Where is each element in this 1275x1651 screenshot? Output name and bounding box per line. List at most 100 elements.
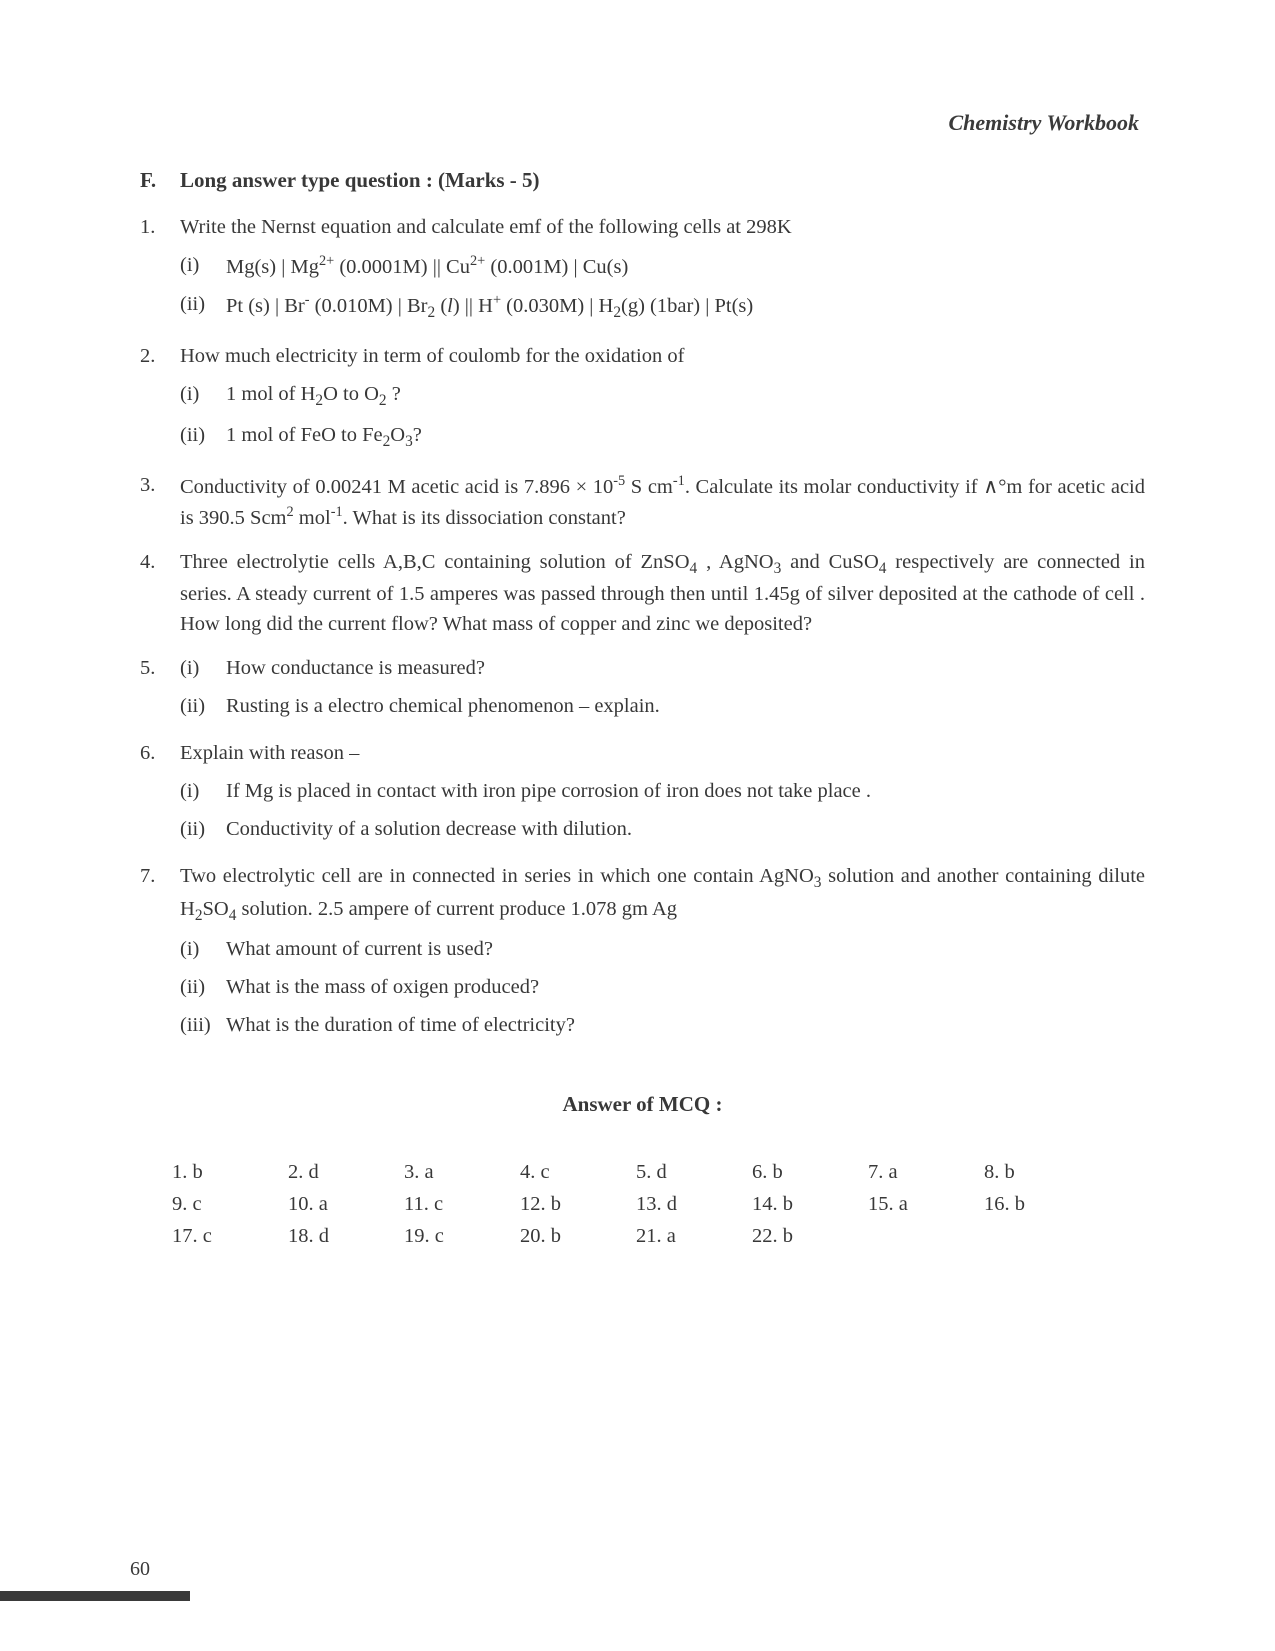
question-body: Explain with reason – (i)If Mg is placed … <box>180 739 1145 848</box>
sub-list: (i)How conductance is measured?(ii)Rusti… <box>180 654 1145 721</box>
question-text: Two electrolytic cell are in connected i… <box>180 862 1145 927</box>
answer-cell: 13. d <box>636 1189 752 1221</box>
sub-item: (ii)Rusting is a electro chemical phenom… <box>180 692 1145 722</box>
sub-number: (i) <box>180 654 226 684</box>
answer-cell: 1. b <box>172 1157 288 1189</box>
question-body: How much electricity in term of coulomb … <box>180 342 1145 456</box>
sub-number: (iii) <box>180 1011 226 1041</box>
question-text: Write the Nernst equation and calculate … <box>180 213 1145 243</box>
sub-number: (i) <box>180 935 226 965</box>
question-number: 7. <box>140 862 180 1044</box>
sub-number: (ii) <box>180 973 226 1003</box>
sub-item: (i)Mg(s) | Mg2+ (0.0001M) || Cu2+ (0.001… <box>180 251 1145 283</box>
answers-heading: Answer of MCQ : <box>140 1092 1145 1117</box>
answer-cell: 10. a <box>288 1189 404 1221</box>
sub-number: (ii) <box>180 692 226 722</box>
sub-item: (i)1 mol of H2O to O2 ? <box>180 380 1145 412</box>
answer-cell: 3. a <box>404 1157 520 1189</box>
answer-cell: 14. b <box>752 1189 868 1221</box>
question-body: Two electrolytic cell are in connected i… <box>180 862 1145 1044</box>
question-number: 3. <box>140 471 180 534</box>
question: 7.Two electrolytic cell are in connected… <box>140 862 1145 1044</box>
question-body: Three electrolytie cells A,B,C containin… <box>180 548 1145 640</box>
question: 5.(i)How conductance is measured?(ii)Rus… <box>140 654 1145 725</box>
sub-item: (i)What amount of current is used? <box>180 935 1145 965</box>
answer-cell: 5. d <box>636 1157 752 1189</box>
answer-row: 1. b2. d3. a4. c5. d6. b7. a8. b <box>172 1157 1145 1189</box>
sub-item: (i)How conductance is measured? <box>180 654 1145 684</box>
sub-text: Rusting is a electro chemical phenomenon… <box>226 692 1145 722</box>
answer-row: 17. c18. d19. c20. b21. a22. b <box>172 1221 1145 1253</box>
sub-text: What is the mass of oxigen produced? <box>226 973 1145 1003</box>
sub-text: Mg(s) | Mg2+ (0.0001M) || Cu2+ (0.001M) … <box>226 251 1145 283</box>
question-number: 1. <box>140 213 180 328</box>
answer-cell: 15. a <box>868 1189 984 1221</box>
question-text: Conductivity of 0.00241 M acetic acid is… <box>180 471 1145 534</box>
sub-number: (i) <box>180 251 226 283</box>
question-number: 5. <box>140 654 180 725</box>
question-list: 1.Write the Nernst equation and calculat… <box>140 213 1145 1044</box>
sub-number: (ii) <box>180 815 226 845</box>
sub-text: How conductance is measured? <box>226 654 1145 684</box>
answer-cell: 7. a <box>868 1157 984 1189</box>
question-text: Three electrolytie cells A,B,C containin… <box>180 548 1145 640</box>
answer-cell: 20. b <box>520 1221 636 1253</box>
question: 2.How much electricity in term of coulom… <box>140 342 1145 456</box>
question: 4.Three electrolytie cells A,B,C contain… <box>140 548 1145 640</box>
sub-text: 1 mol of FeO to Fe2O3? <box>226 421 1145 453</box>
page: Chemistry Workbook F. Long answer type q… <box>0 0 1275 1293</box>
sub-list: (i)Mg(s) | Mg2+ (0.0001M) || Cu2+ (0.001… <box>180 251 1145 325</box>
answer-row: 9. c10. a11. c12. b13. d14. b15. a16. b <box>172 1189 1145 1221</box>
sub-number: (i) <box>180 380 226 412</box>
answers-grid: 1. b2. d3. a4. c5. d6. b7. a8. b9. c10. … <box>140 1157 1145 1252</box>
answer-cell: 22. b <box>752 1221 868 1253</box>
answer-cell: 16. b <box>984 1189 1100 1221</box>
sub-number: (ii) <box>180 421 226 453</box>
sub-list: (i)If Mg is placed in contact with iron … <box>180 777 1145 844</box>
sub-list: (i)1 mol of H2O to O2 ?(ii)1 mol of FeO … <box>180 380 1145 453</box>
sub-item: (ii)1 mol of FeO to Fe2O3? <box>180 421 1145 453</box>
question-body: Write the Nernst equation and calculate … <box>180 213 1145 328</box>
sub-number: (i) <box>180 777 226 807</box>
sub-item: (iii)What is the duration of time of ele… <box>180 1011 1145 1041</box>
section-heading: F. Long answer type question : (Marks - … <box>140 168 1145 193</box>
question: 3.Conductivity of 0.00241 M acetic acid … <box>140 471 1145 534</box>
sub-list: (i)What amount of current is used?(ii)Wh… <box>180 935 1145 1040</box>
sub-number: (ii) <box>180 290 226 324</box>
footer-rule <box>0 1591 190 1601</box>
sub-text: What amount of current is used? <box>226 935 1145 965</box>
answer-cell: 2. d <box>288 1157 404 1189</box>
answer-cell: 12. b <box>520 1189 636 1221</box>
page-header: Chemistry Workbook <box>140 110 1145 136</box>
question: 6.Explain with reason – (i)If Mg is place… <box>140 739 1145 848</box>
answer-cell: 17. c <box>172 1221 288 1253</box>
section-title: Long answer type question : (Marks - 5) <box>180 168 540 193</box>
sub-item: (ii)Conductivity of a solution decrease … <box>180 815 1145 845</box>
answer-cell <box>868 1221 984 1253</box>
question-body: Conductivity of 0.00241 M acetic acid is… <box>180 471 1145 534</box>
sub-text: Pt (s) | Br- (0.010M) | Br2 (l) || H+ (0… <box>226 290 1145 324</box>
question-number: 4. <box>140 548 180 640</box>
answer-cell: 11. c <box>404 1189 520 1221</box>
sub-item: (ii)What is the mass of oxigen produced? <box>180 973 1145 1003</box>
question: 1.Write the Nernst equation and calculat… <box>140 213 1145 328</box>
answer-cell: 9. c <box>172 1189 288 1221</box>
question-body: (i)How conductance is measured?(ii)Rusti… <box>180 654 1145 725</box>
question-number: 6. <box>140 739 180 848</box>
answer-cell: 19. c <box>404 1221 520 1253</box>
sub-text: 1 mol of H2O to O2 ? <box>226 380 1145 412</box>
sub-text: Conductivity of a solution decrease with… <box>226 815 1145 845</box>
question-text: Explain with reason – <box>180 739 1145 769</box>
sub-item: (i)If Mg is placed in contact with iron … <box>180 777 1145 807</box>
answer-cell: 6. b <box>752 1157 868 1189</box>
page-number: 60 <box>130 1558 150 1581</box>
sub-text: If Mg is placed in contact with iron pip… <box>226 777 1145 807</box>
answer-cell: 21. a <box>636 1221 752 1253</box>
sub-text: What is the duration of time of electric… <box>226 1011 1145 1041</box>
answer-cell: 18. d <box>288 1221 404 1253</box>
question-text: How much electricity in term of coulomb … <box>180 342 1145 372</box>
answer-cell <box>984 1221 1100 1253</box>
sub-item: (ii)Pt (s) | Br- (0.010M) | Br2 (l) || H… <box>180 290 1145 324</box>
section-label: F. <box>140 168 180 193</box>
answer-cell: 8. b <box>984 1157 1100 1189</box>
